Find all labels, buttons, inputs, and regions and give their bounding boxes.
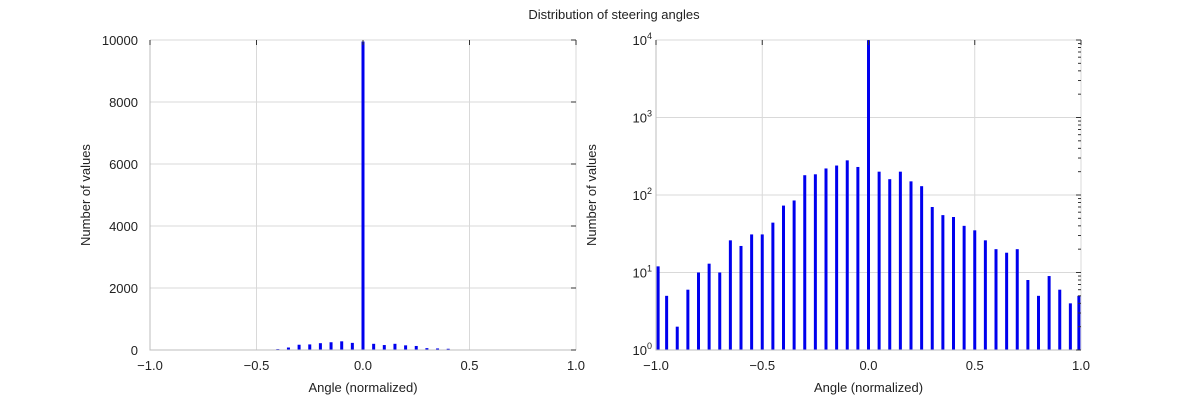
y-tick-label: 100 — [633, 341, 652, 358]
x-tick-label: −1.0 — [643, 358, 669, 373]
bar — [382, 345, 386, 350]
bar — [361, 41, 365, 351]
y-tick-label: 103 — [633, 109, 652, 126]
bar — [297, 344, 301, 350]
y-tick-label-base: 10 — [633, 343, 647, 358]
bar — [1026, 280, 1030, 350]
bar — [973, 230, 977, 350]
y-tick-label: 6000 — [109, 157, 138, 172]
y-tick-label: 104 — [633, 31, 652, 48]
bar — [718, 272, 722, 350]
bar — [329, 342, 333, 350]
y-axis-label: Number of values — [78, 144, 93, 246]
bar — [771, 222, 775, 350]
bar — [888, 179, 892, 350]
bar — [1037, 295, 1040, 350]
figure-title: Distribution of steering angles — [528, 7, 700, 22]
bar — [414, 345, 418, 350]
y-tick-label-base: 10 — [633, 33, 647, 48]
bar — [803, 175, 807, 350]
bar — [436, 348, 440, 350]
bar — [877, 171, 881, 350]
y-tick-label: 2000 — [109, 281, 138, 296]
bar — [782, 205, 785, 350]
bar — [813, 174, 817, 350]
x-axis-label: Angle (normalized) — [308, 380, 417, 395]
chart-linear: −1.0 −0.5 0.0 0.5 1.0 0 2000 4000 6000 8000 10000 A… — [78, 33, 585, 395]
bar — [760, 234, 764, 350]
y-axis-label: Number of values — [584, 144, 599, 246]
y-tick-label: 10000 — [102, 33, 138, 48]
bar — [1047, 276, 1051, 350]
bar — [952, 217, 955, 350]
bar — [675, 326, 679, 350]
y-tick-label-exponent: 3 — [647, 109, 652, 119]
y-tick-label: 0 — [131, 343, 138, 358]
x-tick-label: −0.5 — [244, 358, 270, 373]
axis-spine — [149, 40, 576, 351]
bar — [930, 207, 934, 350]
bar — [286, 347, 290, 350]
bar — [983, 240, 987, 350]
y-tick-label-base: 10 — [633, 266, 647, 281]
bar — [1015, 249, 1019, 350]
bar — [707, 263, 711, 350]
bar — [372, 343, 376, 350]
bar — [697, 272, 700, 350]
bar — [739, 245, 743, 350]
bar — [665, 295, 669, 350]
bar — [350, 342, 354, 350]
bar — [750, 234, 754, 350]
bar — [425, 348, 429, 350]
y-tick-label: 8000 — [109, 95, 138, 110]
bar — [898, 171, 902, 350]
bar — [728, 240, 732, 350]
bar — [941, 215, 945, 350]
x-tick-label: 0.0 — [859, 358, 877, 373]
bar — [867, 40, 870, 351]
bar — [1058, 289, 1062, 350]
bar — [340, 341, 344, 350]
x-tick-label: 0.0 — [354, 358, 372, 373]
x-axis-label: Angle (normalized) — [814, 380, 923, 395]
y-tick-label-exponent: 0 — [647, 341, 652, 351]
bar — [393, 343, 397, 350]
y-tick-label: 102 — [633, 186, 652, 203]
bar — [1068, 303, 1072, 350]
bar — [835, 165, 839, 350]
y-tick-label: 4000 — [109, 219, 138, 234]
bar — [308, 344, 312, 350]
y-tick-label-exponent: 1 — [647, 264, 652, 274]
y-tick-label-base: 10 — [633, 188, 647, 203]
bar — [656, 266, 660, 350]
y-tick-label-exponent: 4 — [647, 31, 652, 41]
y-tick-label-base: 10 — [633, 111, 647, 126]
bar — [318, 343, 322, 350]
bar — [994, 249, 998, 350]
bar — [792, 200, 796, 350]
bar — [845, 160, 849, 350]
x-tick-label: −1.0 — [137, 358, 163, 373]
x-tick-label: 0.5 — [460, 358, 478, 373]
bar — [446, 348, 450, 350]
bar — [1005, 252, 1009, 350]
bar — [1077, 295, 1081, 350]
x-tick-label: 1.0 — [1072, 358, 1090, 373]
y-tick-label: 101 — [633, 264, 652, 281]
bar — [909, 181, 913, 350]
axis-spine — [655, 40, 1081, 351]
bar — [686, 289, 690, 350]
bar — [404, 345, 408, 350]
x-tick-label: 0.5 — [966, 358, 984, 373]
x-tick-label: 1.0 — [567, 358, 585, 373]
bar — [824, 168, 828, 350]
x-tick-label: −0.5 — [749, 358, 775, 373]
bar — [856, 166, 860, 350]
y-tick-label-exponent: 2 — [647, 186, 652, 196]
bar — [920, 186, 924, 350]
bar — [962, 225, 966, 350]
